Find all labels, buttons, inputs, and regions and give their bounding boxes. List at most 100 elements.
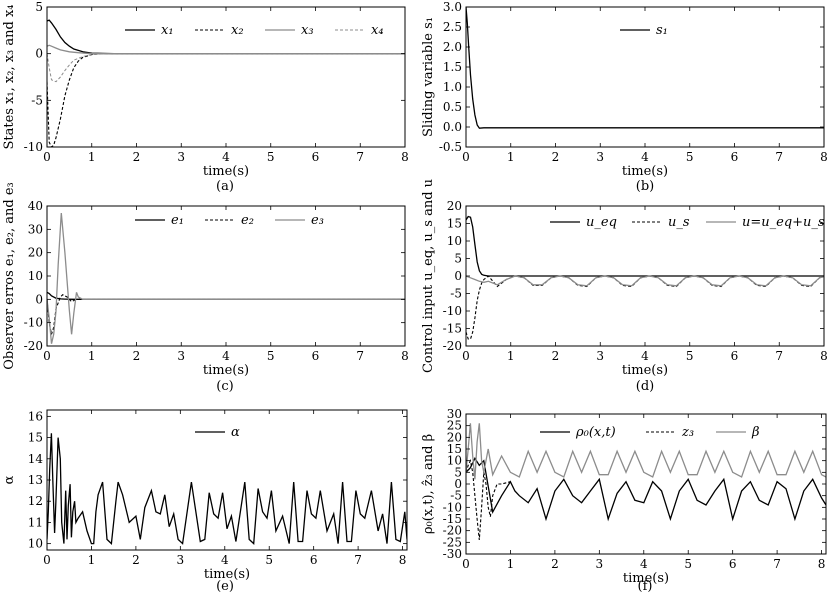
x-tick-label: 3: [177, 150, 185, 164]
x-tick-label: 2: [552, 150, 560, 164]
x-axis-label: time(s): [622, 164, 668, 179]
legend-label: x₃: [301, 23, 314, 38]
x-axis-label: time(s): [203, 363, 249, 378]
y-tick-label: 15: [447, 217, 462, 231]
series-line-2: [466, 275, 824, 340]
legend-label: u=u_eq+u_s: [742, 215, 825, 230]
series-line-3: [466, 275, 824, 287]
x-tick-label: 7: [775, 150, 783, 164]
y-tick-label: 20: [447, 199, 462, 213]
x-tick-label: 4: [222, 150, 230, 164]
y-tick-label: 10: [447, 234, 462, 248]
series-line-3: [47, 212, 405, 344]
y-tick-label: 0.0: [443, 120, 462, 134]
legend-label: x₂: [231, 23, 244, 38]
x-tick-label: 5: [265, 553, 273, 567]
chart-panel-2: 0 1 2 3 4 5 6 7 8 3.0 2.5 2.0 1.5 1.0 0.5 0.0 -0.5 time(s…: [421, 0, 828, 194]
x-tick-label: 1: [507, 150, 515, 164]
panel-caption: (f): [638, 579, 653, 594]
y-tick-label: 40: [28, 199, 43, 213]
series-line-1: [466, 7, 824, 129]
x-tick-label: 8: [820, 349, 828, 363]
legend-label: β: [751, 425, 760, 440]
x-tick-label: 7: [775, 349, 783, 363]
x-tick-label: 2: [552, 349, 560, 363]
y-tick-label: 5: [35, 0, 43, 14]
plot-frame: [46, 205, 406, 347]
y-tick-label: -15: [443, 512, 462, 526]
y-tick-label: 13: [28, 473, 43, 487]
series-line-1: [47, 433, 407, 545]
x-tick-label: 7: [354, 553, 362, 567]
y-tick-label: -20: [24, 339, 43, 353]
x-tick-label: 6: [312, 349, 320, 363]
x-tick-label: 5: [267, 150, 275, 164]
chart-panel-1: 0 1 2 3 4 5 6 7 8 5 0 -5 -10 time(s) States x₁, x₂, x₃…: [2, 0, 409, 194]
y-tick-label: -5: [450, 489, 462, 503]
x-tick-label: 4: [641, 150, 649, 164]
series-line-3: [47, 44, 405, 55]
x-tick-label: 5: [684, 557, 692, 571]
x-tick-label: 2: [133, 150, 141, 164]
chart-panel-3: 0 1 2 3 4 5 6 7 8 40 30 20 10 0 -10 -20 time(s) Observer …: [2, 182, 409, 394]
series-line-1: [466, 215, 824, 277]
x-tick-label: 6: [312, 150, 320, 164]
y-tick-label: 30: [447, 407, 462, 421]
panel-caption: (d): [636, 379, 654, 394]
legend-label: e₂: [241, 213, 254, 228]
x-tick-label: 4: [221, 553, 229, 567]
y-axis-label: Control input u_eq, u_s and u: [421, 179, 436, 373]
x-axis-label: time(s): [203, 164, 249, 179]
y-tick-label: 15: [447, 442, 462, 456]
x-tick-label: 5: [686, 150, 694, 164]
x-tick-label: 0: [462, 557, 470, 571]
y-tick-label: 14: [28, 452, 44, 466]
y-tick-label: 30: [28, 222, 43, 236]
y-tick-label: -20: [443, 524, 462, 538]
x-tick-label: 3: [596, 349, 604, 363]
series-line-2: [47, 53, 405, 147]
y-tick-label: 20: [28, 246, 43, 260]
x-tick-label: 4: [641, 349, 649, 363]
x-tick-label: 6: [729, 557, 737, 571]
series-line-4: [47, 53, 405, 83]
x-tick-label: 1: [507, 349, 515, 363]
y-tick-label: -25: [443, 535, 462, 549]
y-tick-label: 25: [447, 419, 462, 433]
x-tick-label: 2: [132, 553, 140, 567]
legend-label: α: [231, 425, 240, 440]
x-tick-label: 8: [818, 557, 826, 571]
panel-caption: (c): [216, 379, 233, 394]
x-tick-label: 6: [731, 349, 739, 363]
x-tick-label: 7: [356, 349, 364, 363]
legend-label: x₄: [371, 23, 384, 38]
y-tick-label: 12: [28, 494, 43, 508]
y-tick-label: -10: [24, 316, 43, 330]
x-tick-label: 1: [88, 553, 96, 567]
x-axis-label: time(s): [204, 567, 250, 582]
x-tick-label: 1: [88, 349, 96, 363]
y-axis-label: ρ₀(x,t), ẑ₃ and β: [421, 434, 436, 534]
x-tick-label: 5: [686, 349, 694, 363]
y-tick-label: 5: [454, 252, 462, 266]
y-tick-label: 0.5: [443, 100, 462, 114]
chart-panel-6: 0 1 2 3 4 5 6 7 8302520151050-5-10-15-20-25-30ti…: [421, 407, 827, 594]
x-tick-label: 2: [133, 349, 141, 363]
y-tick-label: -5: [450, 287, 462, 301]
x-tick-label: 0: [43, 150, 51, 164]
x-tick-label: 3: [177, 349, 185, 363]
legend-label: s₁: [656, 23, 668, 38]
y-tick-label: 0: [454, 477, 462, 491]
x-tick-label: 4: [222, 349, 230, 363]
series-line-2: [466, 458, 511, 541]
y-tick-label: -30: [443, 547, 462, 561]
x-tick-label: 8: [820, 150, 828, 164]
x-tick-label: 0: [43, 349, 51, 363]
y-tick-label: 3.0: [443, 0, 462, 14]
y-tick-label: 2.0: [443, 40, 462, 54]
legend-label: x₁: [161, 23, 174, 38]
y-tick-label: 10: [28, 269, 43, 283]
